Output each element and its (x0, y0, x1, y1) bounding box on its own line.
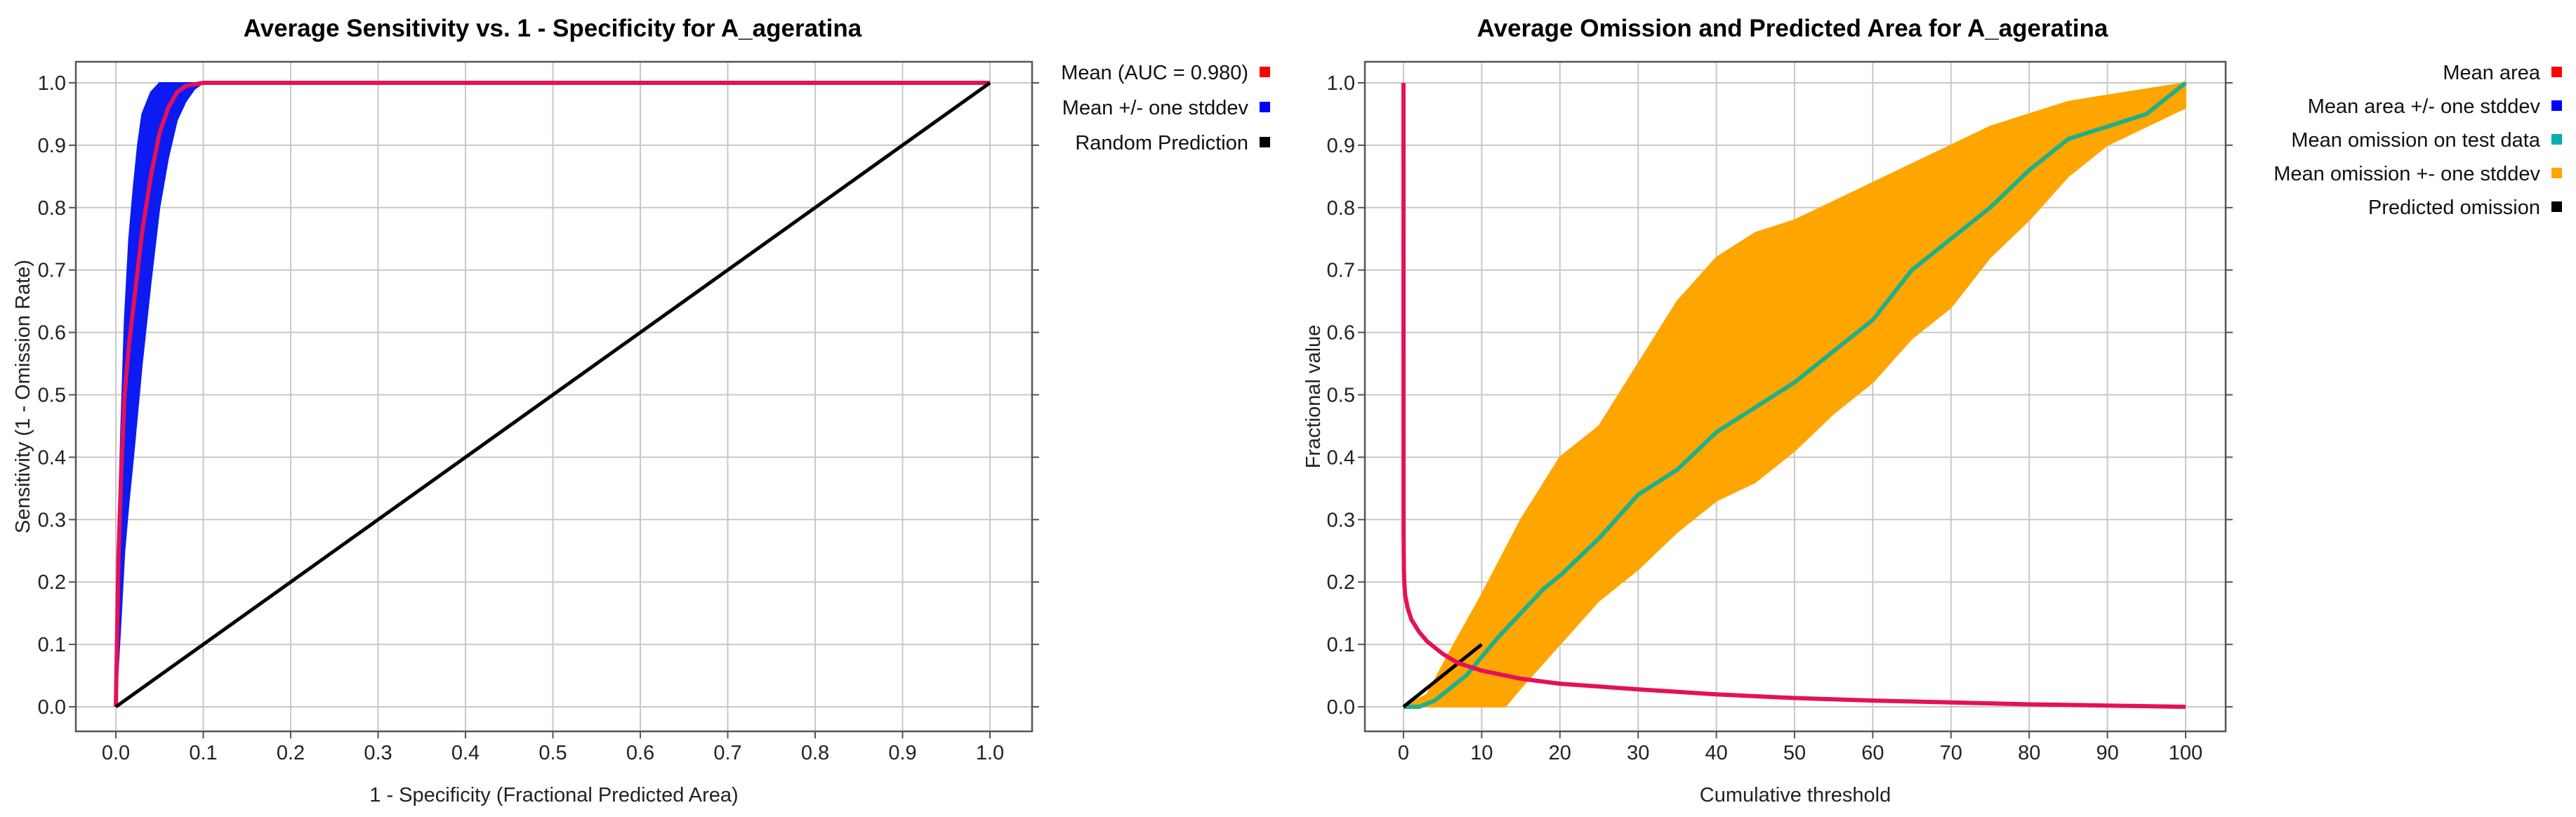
omission-y-tick-label: 0.9 (1327, 135, 1355, 157)
roc-legend-swatch (1260, 137, 1270, 147)
omission-legend-swatch (2551, 67, 2562, 77)
omission-y-tick-label: 0.2 (1327, 571, 1355, 594)
omission-y-tick-label: 0.8 (1327, 197, 1355, 220)
roc-x-tick-label: 0.6 (626, 742, 654, 764)
roc-legend-swatch (1260, 102, 1270, 112)
omission-y-tick-label: 0.3 (1327, 509, 1355, 531)
omission-legend-swatch (2551, 201, 2562, 212)
omission-y-tick-label: 0.0 (1327, 696, 1355, 719)
roc-legend-label: Mean +/- one stddev (1062, 97, 1249, 119)
roc-x-tick-label: 0.4 (451, 742, 480, 764)
omission-chart-title: Average Omission and Predicted Area for … (1477, 15, 2108, 42)
omission-line-mean-omission-on-test-data (1403, 81, 2187, 709)
roc-y-tick-label: 0.1 (38, 634, 66, 656)
roc-ticks: 0.0 0.1 0.2 0.3 0.4 0.5 0.6 0.7 0.8 0.9 1.0 0.0 0.1 0… (38, 72, 1039, 764)
roc-y-tick-label: 1.0 (38, 72, 66, 95)
omission-x-tick-label: 100 (2169, 742, 2202, 764)
roc-y-tick-label: 0.2 (38, 571, 66, 594)
roc-x-tick-label: 0.9 (888, 742, 916, 764)
omission-x-tick-label: 0 (1398, 742, 1409, 764)
roc-plot-frame (74, 60, 1033, 733)
omission-x-tick-label: 10 (1470, 742, 1493, 764)
omission-stddev-band (1403, 81, 2186, 708)
omission-y-tick-label: 0.7 (1327, 260, 1355, 282)
roc-x-tick-label: 0.1 (189, 742, 217, 764)
roc-x-tick-label: 0.7 (713, 742, 741, 764)
roc-x-tick-label: 0.8 (801, 742, 829, 764)
omission-x-tick-label: 30 (1627, 742, 1649, 764)
roc-x-tick-label: 0.3 (364, 742, 392, 764)
roc-x-tick-label: 1.0 (976, 742, 1004, 764)
omission-x-axis-label: Cumulative threshold (1700, 784, 1891, 806)
omission-series (1401, 81, 2187, 709)
omission-x-tick-label: 90 (2096, 742, 2118, 764)
omission-legend-swatch (2551, 134, 2562, 145)
omission-legend-label: Mean omission +- one stddev (2273, 163, 2540, 185)
omission-x-tick-label: 60 (1861, 742, 1884, 764)
omission-y-tick-label: 0.5 (1327, 385, 1355, 407)
roc-x-tick-label: 0.2 (277, 742, 305, 764)
omission-legend-swatch (2551, 168, 2562, 178)
roc-line-mean-auc-0-980 (114, 81, 990, 708)
omission-line-predicted-omission (1402, 643, 1483, 708)
omission-legend-label: Mean area (2443, 62, 2541, 84)
roc-legend-swatch (1260, 67, 1270, 77)
roc-y-tick-label: 0.5 (38, 385, 66, 407)
roc-y-tick-label: 0.9 (38, 135, 66, 157)
omission-legend-label: Mean omission on test data (2291, 129, 2541, 152)
omission-y-tick-label: 0.6 (1327, 322, 1355, 345)
roc-y-axis-label: Sensitivity (1 - Omission Rate) (12, 260, 34, 533)
omission-x-tick-label: 40 (1705, 742, 1727, 764)
roc-chart: Average Sensitivity vs. 1 - Specificity … (12, 15, 1270, 806)
roc-series (114, 81, 991, 709)
omission-legend-label: Predicted omission (2368, 197, 2540, 219)
omission-x-tick-label: 80 (2018, 742, 2040, 764)
roc-chart-title: Average Sensitivity vs. 1 - Specificity … (244, 15, 862, 42)
roc-y-tick-label: 0.8 (38, 197, 66, 220)
omission-legend-swatch (2551, 100, 2562, 111)
roc-y-tick-label: 0.7 (38, 260, 66, 282)
roc-y-tick-label: 0.6 (38, 322, 66, 345)
roc-y-tick-label: 0.3 (38, 509, 66, 531)
roc-x-tick-label: 0.0 (102, 742, 130, 764)
omission-y-tick-label: 0.1 (1327, 634, 1355, 656)
omission-ticks: 0 10 20 30 40 50 60 70 80 90 100 0.0 0.1 0.2 0.3 0.4 0.5… (1327, 72, 2233, 764)
omission-x-tick-label: 20 (1549, 742, 1571, 764)
omission-y-tick-label: 1.0 (1327, 72, 1355, 95)
roc-legend-label: Random Prediction (1075, 132, 1248, 154)
roc-legend-label: Mean (AUC = 0.980) (1061, 62, 1248, 84)
omission-legend: Mean area Mean area +/- one stddev Mean om… (2273, 62, 2562, 219)
roc-y-tick-label: 0.0 (38, 696, 66, 719)
roc-line-random-prediction (114, 81, 991, 709)
omission-chart: Average Omission and Predicted Area for … (1302, 15, 2562, 806)
omission-y-tick-label: 0.4 (1327, 446, 1355, 469)
roc-x-axis-label: 1 - Specificity (Fractional Predicted Ar… (369, 784, 738, 806)
roc-x-tick-label: 0.5 (539, 742, 567, 764)
roc-y-tick-label: 0.4 (38, 446, 66, 469)
roc-legend: Mean (AUC = 0.980) Mean +/- one stddev Ran… (1061, 62, 1270, 154)
omission-line-mean-area (1401, 82, 2186, 709)
omission-legend-label: Mean area +/- one stddev (2308, 95, 2541, 118)
omission-y-axis-label: Fractional value (1302, 325, 1325, 469)
omission-x-tick-label: 70 (1940, 742, 1962, 764)
omission-x-tick-label: 50 (1783, 742, 1806, 764)
